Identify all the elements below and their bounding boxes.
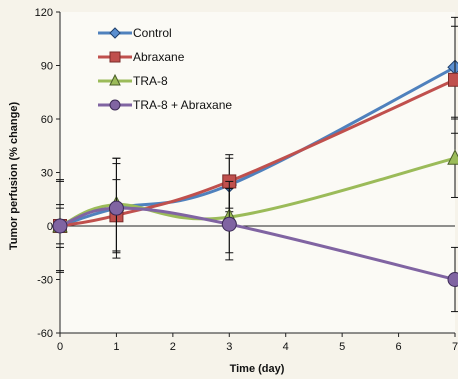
- y-tick-label: 90: [41, 61, 53, 73]
- y-tick-label: 30: [41, 168, 53, 180]
- y-tick-label: -30: [37, 275, 53, 287]
- y-tick-label: 120: [35, 7, 53, 19]
- data-point: [221, 216, 237, 232]
- data-point: [447, 149, 458, 165]
- legend-marker: [109, 99, 121, 111]
- legend-item: Control: [98, 26, 172, 40]
- legend-label: Abraxane: [133, 50, 185, 64]
- legend-item: TRA-8 + Abraxane: [98, 98, 232, 112]
- legend-label: TRA-8 + Abraxane: [133, 98, 232, 112]
- series-line: [58, 78, 457, 228]
- x-tick-label: 2: [170, 341, 176, 353]
- x-tick-label: 0: [57, 341, 63, 353]
- series-tra-8-abraxane: [52, 163, 458, 313]
- y-tick-label: 60: [41, 114, 53, 126]
- y-axis-title: Tumor perfusion (% change): [8, 102, 20, 251]
- legend-label: Control: [133, 26, 172, 40]
- legend-marker: [109, 51, 121, 63]
- data-point: [52, 218, 68, 234]
- series-line: [58, 65, 457, 228]
- data-point: [448, 72, 458, 87]
- data-point: [108, 200, 124, 216]
- legend-marker: [109, 27, 121, 39]
- x-tick-label: 6: [396, 341, 402, 353]
- axes: -60 -30 0 30 60 90 120 0 1 2 3 4 5 6 7: [35, 7, 458, 353]
- x-tick-label: 7: [452, 341, 458, 353]
- y-tick-label: 0: [47, 221, 53, 233]
- data-point: [447, 272, 458, 287]
- x-tick-label: 3: [226, 341, 232, 353]
- x-axis-title: Time (day): [230, 363, 285, 375]
- legend-label: TRA-8: [133, 74, 168, 88]
- x-tick-label: 1: [113, 341, 119, 353]
- legend-marker: [109, 73, 121, 86]
- series-layer: [52, 16, 458, 313]
- legend-item: TRA-8: [98, 73, 168, 88]
- y-tick-label: -60: [37, 328, 53, 340]
- series-line: [58, 206, 457, 281]
- legend-item: Abraxane: [98, 50, 185, 64]
- x-tick-label: 4: [283, 341, 289, 353]
- legend: Control Abraxane TRA-8 TRA-8 + Abraxane: [98, 26, 232, 112]
- x-tick-label: 5: [339, 341, 345, 353]
